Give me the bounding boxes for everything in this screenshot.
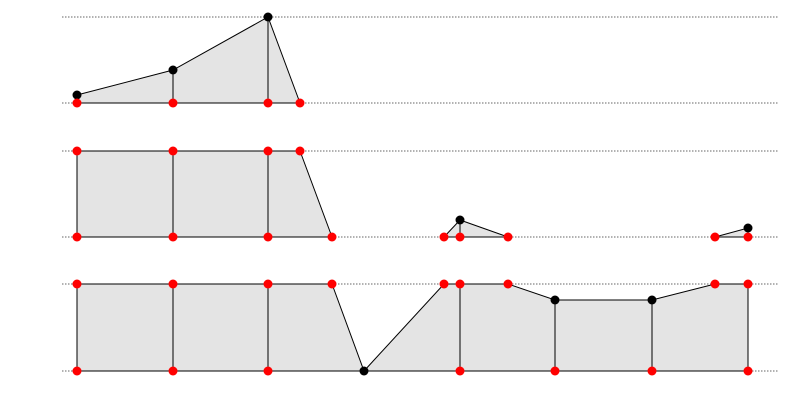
row-2-red-point-7 <box>263 232 273 242</box>
row-3-polygon-1 <box>76 283 749 372</box>
row-3-red-point-3 <box>263 279 273 289</box>
row-2-polygon-3 <box>714 227 749 238</box>
row-3-red-point-7 <box>503 279 513 289</box>
row-2-black-point-12 <box>455 215 465 225</box>
row-3-red-point-6 <box>455 279 465 289</box>
row-3-red-point-5 <box>439 279 449 289</box>
row-2-red-point-6 <box>168 232 178 242</box>
row-1-red-point-5 <box>168 98 178 108</box>
row-3-red-point-18 <box>647 366 657 376</box>
row-3-black-point-11 <box>647 295 657 305</box>
row-3-black-point-12 <box>359 366 369 376</box>
row-2-red-point-2 <box>168 146 178 156</box>
row-3-red-point-4 <box>327 279 337 289</box>
row-3-red-point-14 <box>168 366 178 376</box>
row-2-polygon-1 <box>76 150 333 238</box>
row-3-red-point-8 <box>710 279 720 289</box>
row-3-red-point-9 <box>743 279 753 289</box>
row-2-red-point-13 <box>710 232 720 242</box>
row-2-red-point-9 <box>439 232 449 242</box>
row-3-red-point-2 <box>168 279 178 289</box>
row-1-red-point-4 <box>72 98 82 108</box>
row-3-red-point-1 <box>72 279 82 289</box>
row-3-black-point-10 <box>550 295 560 305</box>
row-2-red-point-5 <box>72 232 82 242</box>
vertical-edge-layer <box>172 17 653 371</box>
row-1-red-point-6 <box>263 98 273 108</box>
row-1-red-point-7 <box>295 98 305 108</box>
row-3-red-point-13 <box>72 366 82 376</box>
row-3-red-point-19 <box>743 366 753 376</box>
row-2-red-point-8 <box>327 232 337 242</box>
row-2-red-point-3 <box>263 146 273 156</box>
row-1-polygon-1 <box>76 16 301 104</box>
polygon-layer <box>76 16 749 372</box>
marker-layer <box>72 12 753 376</box>
row-3-red-point-15 <box>263 366 273 376</box>
row-1-black-point-2 <box>168 65 178 75</box>
row-2-red-point-1 <box>72 146 82 156</box>
row-2-red-point-4 <box>295 146 305 156</box>
row-2-polygon-2 <box>442 219 509 238</box>
row-2-red-point-11 <box>503 232 513 242</box>
row-1-black-point-3 <box>263 12 273 22</box>
row-2-red-point-10 <box>455 232 465 242</box>
row-3-red-point-16 <box>455 366 465 376</box>
row-1-black-point-1 <box>72 90 82 100</box>
row-2-red-point-14 <box>743 232 753 242</box>
row-3-red-point-17 <box>550 366 560 376</box>
row-2-black-point-15 <box>743 223 753 233</box>
